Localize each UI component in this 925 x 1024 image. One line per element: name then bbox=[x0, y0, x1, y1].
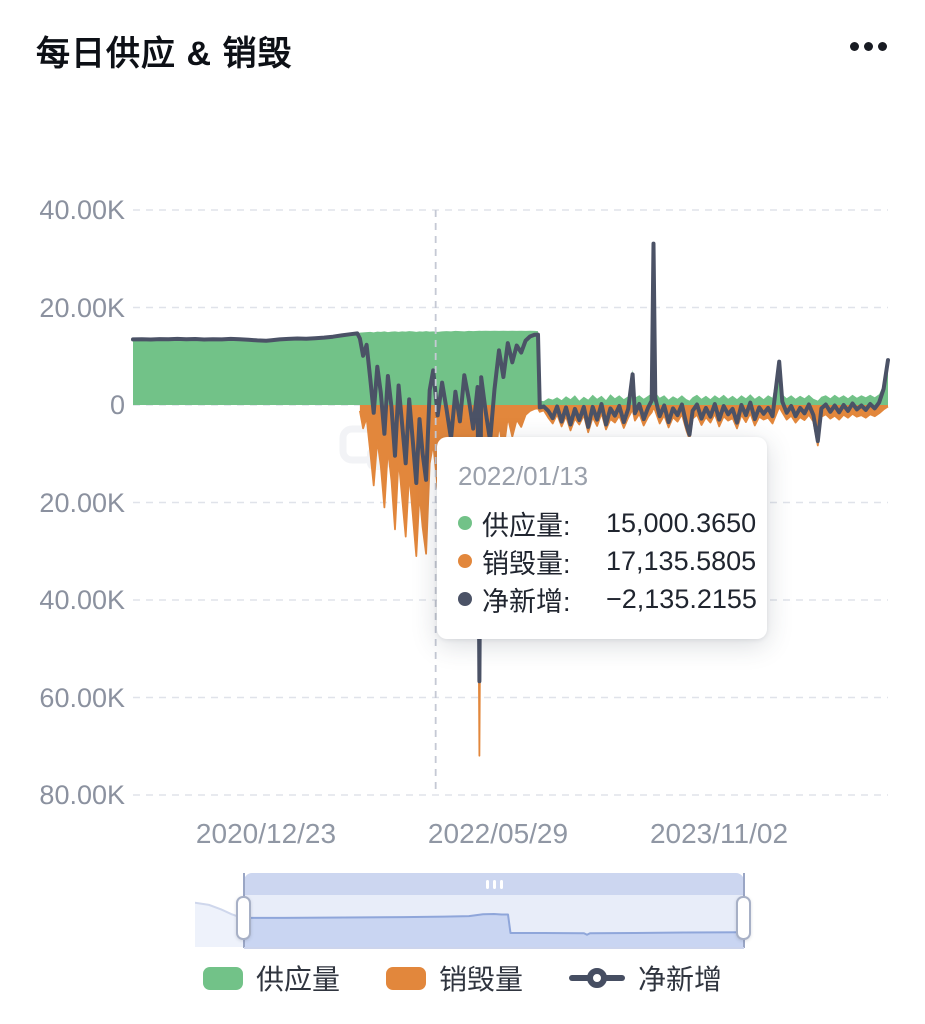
supply-dot-icon bbox=[458, 516, 472, 530]
tooltip-value: 17,135.5805 bbox=[606, 545, 757, 576]
y-axis-label: 0 bbox=[109, 390, 125, 420]
legend-item-burn[interactable]: 销毁量 bbox=[385, 958, 523, 998]
tooltip-label: 销毁量: bbox=[482, 548, 571, 579]
legend-label: 销毁量 bbox=[438, 964, 523, 995]
x-axis-label: 2022/05/29 bbox=[427, 818, 569, 849]
more-menu-button[interactable] bbox=[844, 36, 893, 57]
tooltip-value: −2,135.2155 bbox=[606, 583, 757, 614]
datazoom-bottom-border bbox=[244, 947, 744, 949]
datazoom-left-handle[interactable] bbox=[236, 896, 251, 940]
burn-dot-icon bbox=[458, 554, 472, 568]
legend-label: 净新增 bbox=[638, 964, 723, 995]
y-axis-label: 60.00K bbox=[39, 683, 125, 713]
tooltip-label: 供应量: bbox=[482, 510, 571, 541]
tooltip-value: 15,000.3650 bbox=[606, 507, 757, 538]
y-axis-label: 20.00K bbox=[39, 293, 125, 323]
y-axis-label: 80.00K bbox=[39, 780, 125, 810]
grip-icon bbox=[499, 879, 503, 889]
chart-legend: 供应量 销毁量 净新增 bbox=[0, 958, 925, 998]
tooltip-row-net: 净新增: −2,135.2155 bbox=[458, 580, 757, 618]
y-axis-label: 40.00K bbox=[39, 195, 125, 225]
x-axis-label: 2020/12/23 bbox=[195, 818, 337, 849]
page-title: 每日供应 & 销毁 bbox=[36, 35, 293, 73]
main-chart[interactable] bbox=[0, 0, 925, 860]
net-dot-icon bbox=[458, 592, 472, 606]
tooltip-row-burn: 销毁量: 17,135.5805 bbox=[458, 542, 756, 580]
supply-area bbox=[133, 241, 888, 405]
tooltip-date: 2022/01/13 bbox=[458, 461, 589, 491]
grip-icon bbox=[492, 879, 496, 889]
x-axis-label: 2023/11/02 bbox=[649, 818, 789, 849]
menu-dot-icon bbox=[864, 42, 873, 51]
menu-dot-icon bbox=[878, 42, 887, 51]
datazoom-track[interactable] bbox=[195, 868, 755, 953]
datazoom-right-handle[interactable] bbox=[736, 896, 751, 940]
datazoom-move-bar[interactable] bbox=[244, 873, 744, 895]
y-axis-label: 20.00K bbox=[39, 488, 125, 518]
legend-item-net[interactable]: 净新增 bbox=[569, 958, 722, 998]
net-line bbox=[131, 241, 890, 684]
y-axis-label: 40.00K bbox=[39, 585, 125, 615]
legend-item-supply[interactable]: 供应量 bbox=[202, 958, 340, 998]
menu-dot-icon bbox=[850, 42, 859, 51]
chart-tooltip: 2022/01/13 供应量: 15,000.3650 销毁量: 17,135.… bbox=[437, 437, 767, 639]
tooltip-row-supply: 供应量: 15,000.3650 bbox=[458, 504, 756, 542]
burn-swatch-icon bbox=[385, 966, 426, 990]
grip-icon bbox=[485, 879, 489, 889]
supply-swatch-icon bbox=[202, 966, 243, 990]
tooltip-label: 净新增: bbox=[482, 586, 571, 617]
burn-edge bbox=[359, 405, 889, 757]
net-line-marker-icon bbox=[569, 966, 625, 990]
legend-label: 供应量 bbox=[255, 964, 340, 995]
